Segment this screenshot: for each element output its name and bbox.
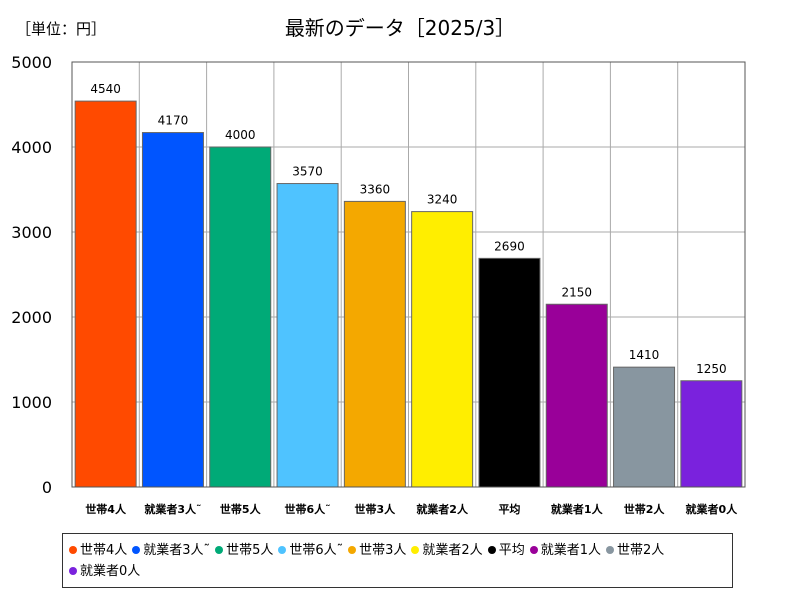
x-tick-label: 就業者3人˜: [144, 502, 201, 516]
x-tick-label: 世帯6人˜: [284, 502, 330, 516]
x-tick-label: 就業者1人: [551, 502, 604, 516]
chart-title: 最新のデータ［2025/3］: [284, 16, 516, 40]
x-tick-label: 平均: [498, 502, 520, 516]
data-labels: 4540 4170 4000 3570 3360 3240 2690 2150 1410 1250: [90, 82, 726, 376]
legend-label: 平均: [498, 543, 525, 558]
legend-item: 世帯4人: [69, 540, 127, 561]
x-tick-label: 就業者2人: [416, 502, 469, 516]
legend-item: 世帯5人: [215, 540, 273, 561]
x-tick-label: 世帯3人: [355, 502, 397, 516]
plot-frame: [71, 61, 746, 488]
legend-item: 就業者1人: [529, 540, 601, 561]
bar: [680, 380, 743, 488]
legend-item: 世帯2人: [605, 540, 665, 561]
legend-label: 就業者3人˜: [143, 543, 211, 558]
bar: [209, 146, 272, 488]
y-tick-labels: 0 1000 2000 3000 4000 5000: [11, 53, 52, 497]
x-tick-label: 世帯5人: [220, 502, 262, 516]
legend-swatch: [348, 545, 357, 554]
legend-label: 就業者0人: [80, 564, 141, 579]
legend-swatch: [215, 545, 224, 554]
legend-swatch: [278, 545, 287, 554]
data-label: 4540: [90, 82, 121, 96]
legend-label: 世帯4人: [80, 543, 128, 558]
data-label: 2690: [494, 239, 525, 253]
legend-item: 世帯6人˜: [278, 540, 343, 561]
bar: [276, 183, 339, 488]
x-tick-labels: 世帯4人 就業者3人˜ 世帯5人 世帯6人˜ 世帯3人 就業者2人 平均 就業者1人 世帯2人 就…: [85, 502, 738, 516]
legend-swatch: [605, 545, 614, 554]
x-tick-label: 世帯2人: [624, 502, 666, 516]
legend-item: 世帯3人: [348, 540, 406, 561]
data-label: 4170: [158, 114, 189, 128]
data-label: 3240: [427, 193, 458, 207]
bar: [141, 132, 204, 488]
bar: [478, 257, 541, 488]
data-label: 4000: [225, 128, 256, 142]
legend-label: 就業者1人: [540, 543, 601, 558]
legend-label: 世帯3人: [359, 543, 407, 558]
data-label: 1410: [629, 348, 660, 362]
legend-item: 就業者0人: [69, 561, 140, 582]
x-tick-label: 世帯4人: [85, 502, 127, 516]
legend-swatch: [529, 545, 538, 554]
bars: [74, 100, 743, 488]
y-tick-label: 5000: [11, 53, 52, 72]
y-tick-label: 1000: [11, 393, 52, 412]
legend-swatch: [132, 545, 141, 554]
bar: [411, 211, 474, 488]
data-label: 2150: [561, 285, 592, 299]
legend-swatch: [411, 545, 420, 554]
legend-label: 世帯6人˜: [289, 543, 344, 558]
x-tick-label: 就業者0人: [686, 502, 739, 516]
legend-label: 世帯5人: [226, 543, 274, 558]
bar: [74, 100, 137, 488]
data-label: 1250: [696, 362, 727, 376]
legend-swatch: [487, 545, 496, 554]
y-tick-label: 3000: [11, 223, 52, 242]
legend-item: 平均: [487, 540, 525, 561]
bar: [613, 366, 676, 488]
bar: [545, 303, 608, 488]
data-label: 3360: [360, 182, 391, 196]
y-tick-label: 2000: [11, 308, 52, 327]
legend-item: 就業者2人: [411, 540, 483, 561]
legend-swatch: [69, 566, 77, 575]
y-tick-label: 4000: [11, 138, 52, 157]
unit-label: ［単位：円］: [16, 20, 107, 38]
bar: [343, 200, 406, 488]
legend-item: 就業者3人˜: [132, 540, 210, 561]
legend-label: 世帯2人: [616, 543, 665, 558]
bar-chart: 0 1000 2000 3000 4000 5000 世帯4人 就業者3人˜ 世帯5人 世帯6人…: [11, 53, 746, 516]
legend: 世帯4人 就業者3人˜ 世帯5人 世帯6人˜ 世帯3人 就業者2人 平均 就業者1人 世帯2人就…: [62, 533, 733, 588]
legend-swatch: [69, 545, 77, 554]
data-label: 3570: [292, 165, 323, 179]
legend-label: 就業者2人: [422, 543, 483, 558]
y-tick-label: 0: [42, 478, 52, 497]
